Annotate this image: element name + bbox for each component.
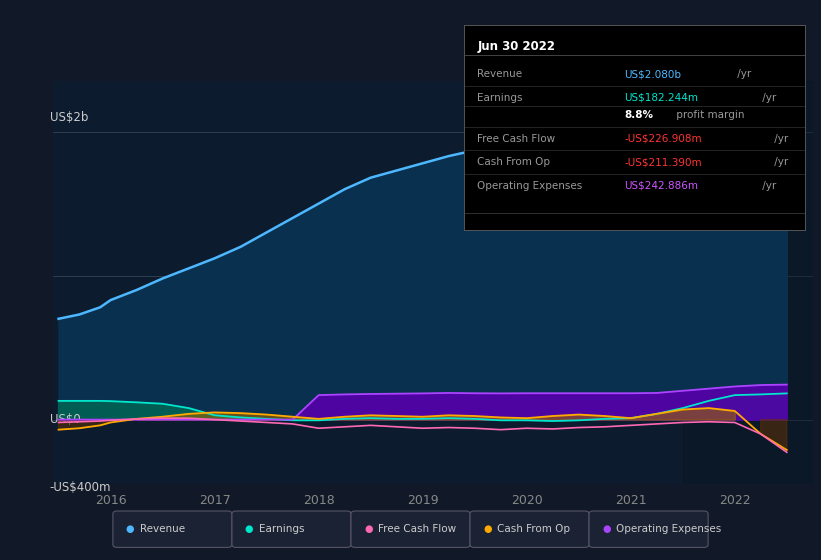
- Text: -US$400m: -US$400m: [49, 481, 111, 494]
- Text: /yr: /yr: [759, 181, 776, 190]
- Text: Jun 30 2022: Jun 30 2022: [478, 40, 556, 53]
- Text: Revenue: Revenue: [478, 69, 523, 80]
- Text: Cash From Op: Cash From Op: [498, 524, 570, 534]
- Text: profit margin: profit margin: [673, 110, 745, 120]
- Text: -US$211.390m: -US$211.390m: [624, 157, 702, 167]
- Text: Revenue: Revenue: [140, 524, 185, 534]
- Text: ●: ●: [126, 524, 135, 534]
- Text: Cash From Op: Cash From Op: [478, 157, 551, 167]
- Text: /yr: /yr: [771, 157, 788, 167]
- Text: ●: ●: [364, 524, 373, 534]
- Text: Earnings: Earnings: [259, 524, 305, 534]
- Text: ●: ●: [602, 524, 611, 534]
- Text: Free Cash Flow: Free Cash Flow: [378, 524, 456, 534]
- Text: /yr: /yr: [735, 69, 752, 80]
- Text: ●: ●: [483, 524, 492, 534]
- Text: US$0: US$0: [49, 413, 80, 426]
- Text: /yr: /yr: [771, 134, 788, 144]
- Text: US$242.886m: US$242.886m: [624, 181, 698, 190]
- Text: Earnings: Earnings: [478, 93, 523, 103]
- Text: US$2.080b: US$2.080b: [624, 69, 681, 80]
- Text: US$2b: US$2b: [49, 111, 88, 124]
- Text: -US$226.908m: -US$226.908m: [624, 134, 702, 144]
- Text: ●: ●: [245, 524, 254, 534]
- Text: US$182.244m: US$182.244m: [624, 93, 698, 103]
- Bar: [683, 81, 813, 484]
- Text: Operating Expenses: Operating Expenses: [617, 524, 722, 534]
- Text: /yr: /yr: [759, 93, 776, 103]
- Text: 8.8%: 8.8%: [624, 110, 653, 120]
- Text: Operating Expenses: Operating Expenses: [478, 181, 583, 190]
- Text: Free Cash Flow: Free Cash Flow: [478, 134, 556, 144]
